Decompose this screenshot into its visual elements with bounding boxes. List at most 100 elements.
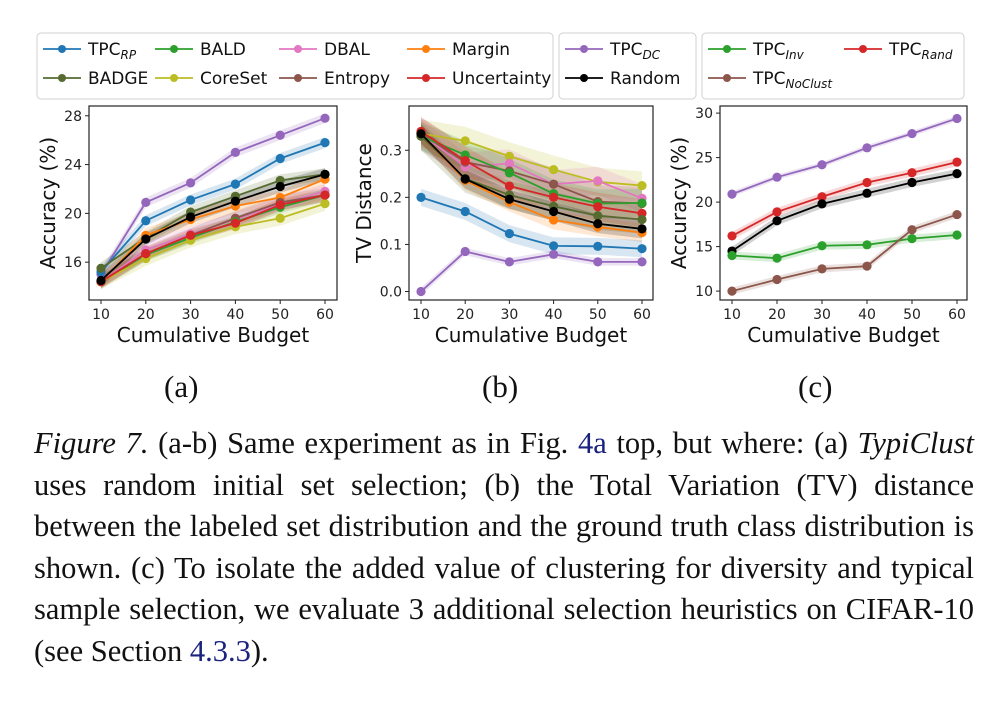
point-random: [593, 219, 603, 229]
point-uncertainty: [275, 200, 285, 210]
x-tick-label: 50: [589, 307, 607, 323]
legend-label: Margin: [452, 40, 510, 60]
panel-label-a: (a): [164, 369, 199, 404]
point-tpc-rand: [862, 177, 872, 188]
point-coreset: [549, 164, 559, 175]
band-coreset: [421, 119, 642, 200]
point-uncertainty: [186, 230, 196, 240]
y-tick-label: 0.3: [380, 143, 402, 159]
point-tpc-dc: [862, 143, 872, 153]
point-tpc-rand: [727, 231, 737, 241]
band-tpc-rp: [421, 188, 642, 258]
band-bald: [101, 188, 325, 288]
point-uncertainty: [549, 192, 559, 202]
line-tpc-rp: [420, 196, 643, 250]
point-tpc-rand: [772, 207, 782, 217]
point-tpc-dc: [460, 246, 470, 257]
line-random: [420, 133, 643, 230]
x-tick-label: 20: [768, 307, 786, 323]
line-tpc-noclust: [731, 213, 958, 292]
legend-label: DBAL: [324, 40, 370, 60]
point-tpc-inv: [772, 253, 782, 263]
line-coreset: [100, 202, 326, 283]
y-tick-label: 0.0: [380, 285, 402, 301]
point-tpc-rp: [186, 195, 196, 205]
line-margin: [100, 178, 326, 283]
point-coreset: [275, 213, 285, 223]
y-axis-label: Accuracy (%): [667, 137, 691, 269]
x-tick-label: 50: [903, 307, 921, 323]
point-tpc-rp: [504, 229, 514, 239]
legend-marker-icon: [723, 74, 731, 82]
band-dbal: [421, 119, 642, 213]
y-tick-label: 28: [64, 109, 82, 125]
caption-ref-fig4a[interactable]: 4a: [577, 426, 607, 460]
x-tick-label: 30: [182, 307, 200, 323]
x-tick-label: 20: [456, 307, 474, 323]
line-tpc-rp: [100, 141, 326, 273]
caption-typiclust: TypiClust: [857, 426, 974, 460]
band-bald: [421, 122, 642, 218]
y-tick-label: 15: [695, 240, 713, 256]
point-tpc-rp: [416, 192, 426, 202]
point-tpc-dc: [727, 189, 737, 199]
point-tpc-rp: [460, 206, 470, 217]
band-badge: [101, 168, 325, 275]
x-tick-label: 20: [137, 307, 155, 323]
point-tpc-rand: [952, 157, 962, 167]
band-entropy: [421, 117, 642, 220]
legend-marker-icon: [580, 45, 588, 53]
point-random: [862, 188, 872, 198]
point-margin: [549, 215, 559, 225]
caption-text-3: uses random initial set selection; (b) t…: [34, 467, 974, 668]
point-random: [907, 177, 917, 188]
y-tick-label: 24: [64, 158, 82, 174]
caption-ref-section[interactable]: 4.3.3: [189, 633, 251, 668]
legend-marker-icon: [859, 45, 867, 53]
band-tpc-rand: [732, 158, 957, 240]
chart-b: 0.0 0.1 0.2 0.3 10 20 30 40 50 60 Cumulative Budge…: [352, 105, 654, 347]
caption-text-1: (a-b) Same experiment as in Fig.: [148, 426, 578, 460]
point-uncertainty: [504, 181, 514, 191]
point-dbal: [593, 176, 603, 186]
legend-marker-icon: [58, 45, 66, 53]
point-coreset: [460, 136, 470, 146]
y-tick-label: 20: [695, 195, 713, 211]
point-random: [416, 129, 426, 139]
chart-c: 10 15 20 25 30 10 20 30 40 50 60 Cumulative Budget A…: [667, 105, 968, 347]
point-tpc-inv: [952, 230, 962, 240]
x-tick-label: 40: [226, 307, 244, 323]
point-random: [549, 206, 559, 217]
caption-text-4: ).: [250, 633, 269, 668]
point-tpc-rp: [549, 241, 559, 251]
legend-marker-icon: [723, 45, 731, 53]
line-entropy: [420, 133, 643, 205]
point-random: [504, 194, 514, 204]
band-tpc-dc: [101, 113, 325, 280]
legend-box: [701, 32, 965, 100]
y-tick-label: 0.1: [380, 237, 402, 253]
x-tick-label: 60: [633, 307, 651, 323]
x-tick-label: 50: [271, 307, 289, 323]
x-axis-label: Cumulative Budget: [435, 323, 628, 347]
point-random: [817, 199, 827, 209]
point-random: [141, 234, 151, 244]
legend-label: Random: [610, 69, 680, 89]
point-tpc-dc: [817, 160, 827, 170]
band-uncertainty: [101, 188, 325, 288]
point-tpc-inv: [907, 233, 917, 244]
line-uncertainty: [420, 130, 643, 215]
line-tpc-dc: [420, 250, 642, 293]
legend-marker-icon: [580, 74, 588, 82]
legend-entry-random: Random: [565, 69, 680, 89]
legend-subscript: DC: [643, 48, 661, 62]
y-axis-label: TV Distance: [352, 143, 376, 264]
legend-entry-badge: BADGE: [43, 69, 148, 89]
band-tpc-noclust: [732, 211, 957, 295]
point-random: [96, 275, 106, 286]
legend-entry-dbal: DBAL: [279, 40, 370, 60]
point-dbal: [504, 158, 514, 169]
line-tpc-rand: [731, 161, 958, 237]
legend-marker-icon: [294, 74, 302, 82]
